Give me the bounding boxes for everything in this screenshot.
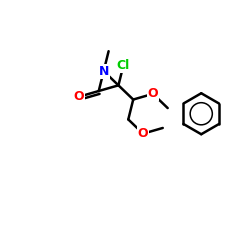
Text: O: O — [74, 90, 84, 103]
Text: O: O — [138, 127, 148, 140]
Text: O: O — [148, 87, 158, 100]
Text: N: N — [98, 64, 109, 78]
Text: Cl: Cl — [117, 59, 130, 72]
